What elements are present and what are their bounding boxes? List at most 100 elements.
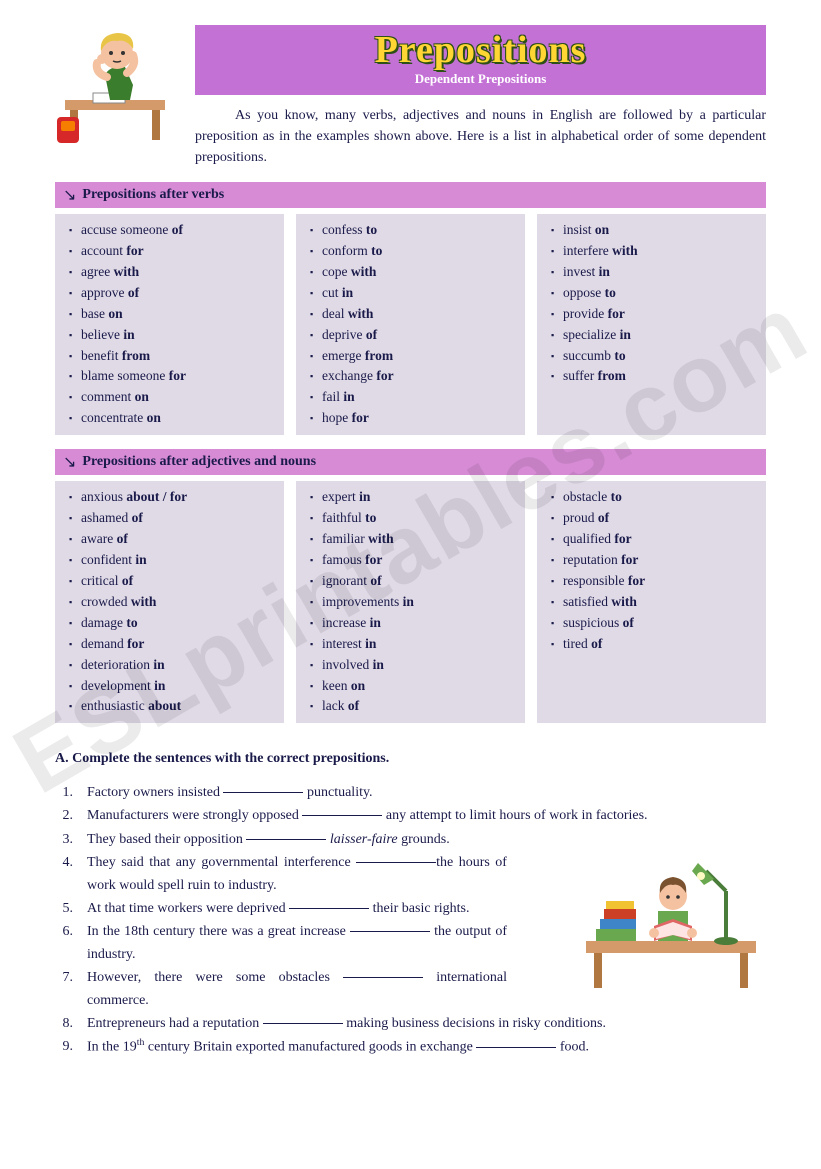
list-item: ▪provide for	[551, 304, 756, 325]
phrase: damage to	[81, 613, 138, 634]
list-item: ▪damage to	[69, 613, 274, 634]
bullet-icon: ▪	[69, 575, 81, 589]
phrase: aware of	[81, 529, 128, 550]
exercise-list: 1.Factory owners insisted punctuality.2.…	[55, 781, 766, 1059]
bullet-icon: ▪	[310, 533, 322, 547]
exercise-item: 9. In the 19th century Britain exported m…	[55, 1035, 766, 1059]
item-number: 9.	[55, 1035, 73, 1059]
list-item: ▪insist on	[551, 220, 756, 241]
bullet-icon: ▪	[310, 596, 322, 610]
phrase: familiar with	[322, 529, 394, 550]
phrase: proud of	[563, 508, 609, 529]
item-text: At that time workers were deprived their…	[87, 897, 507, 920]
list-item: ▪oppose to	[551, 283, 756, 304]
bullet-icon: ▪	[69, 554, 81, 568]
phrase: qualified for	[563, 529, 632, 550]
item-number: 4.	[55, 851, 73, 897]
exercise-item: 2.Manufacturers were strongly opposed an…	[55, 804, 766, 827]
phrase: interfere with	[563, 241, 638, 262]
item-number: 5.	[55, 897, 73, 920]
list-item: ▪believe in	[69, 325, 274, 346]
bullet-icon: ▪	[551, 329, 563, 343]
phrase: concentrate on	[81, 408, 161, 429]
list-item: ▪qualified for	[551, 529, 756, 550]
bullet-icon: ▪	[69, 596, 81, 610]
phrase: deterioration in	[81, 655, 165, 676]
phrase: enthusiastic about	[81, 696, 181, 717]
list-item: ▪faithful to	[310, 508, 515, 529]
list-item: ▪cut in	[310, 283, 515, 304]
phrase: succumb to	[563, 346, 626, 367]
intro-text: As you know, many verbs, adjectives and …	[195, 105, 766, 168]
bullet-icon: ▪	[551, 533, 563, 547]
list-item: ▪emerge from	[310, 346, 515, 367]
blank-field[interactable]	[246, 839, 326, 840]
list-item: ▪improvements in	[310, 592, 515, 613]
item-number: 7.	[55, 966, 73, 1012]
bullet-icon: ▪	[551, 224, 563, 238]
phrase: obstacle to	[563, 487, 622, 508]
list-item: ▪aware of	[69, 529, 274, 550]
blank-field[interactable]	[476, 1047, 556, 1048]
list-item: ▪expert in	[310, 487, 515, 508]
list-item: ▪enthusiastic about	[69, 696, 274, 717]
phrase: improvements in	[322, 592, 414, 613]
blank-field[interactable]	[302, 815, 382, 816]
column: ▪obstacle to▪proud of▪qualified for▪repu…	[537, 481, 766, 723]
phrase: deprive of	[322, 325, 377, 346]
phrase: specialize in	[563, 325, 631, 346]
list-item: ▪increase in	[310, 613, 515, 634]
item-text: Entrepreneurs had a reputation making bu…	[87, 1012, 766, 1035]
phrase: cut in	[322, 283, 353, 304]
phrase: accuse someone of	[81, 220, 183, 241]
blank-field[interactable]	[350, 931, 430, 932]
bullet-icon: ▪	[310, 700, 322, 714]
phrase: tired of	[563, 634, 602, 655]
blank-field[interactable]	[289, 908, 369, 909]
item-text: In the 19th century Britain exported man…	[87, 1035, 766, 1059]
bullet-icon: ▪	[69, 659, 81, 673]
list-item: ▪confident in	[69, 550, 274, 571]
blank-field[interactable]	[343, 977, 423, 978]
list-item: ▪critical of	[69, 571, 274, 592]
phrase: keen on	[322, 676, 365, 697]
phrase: crowded with	[81, 592, 156, 613]
phrase: suffer from	[563, 366, 626, 387]
blank-field[interactable]	[263, 1023, 343, 1024]
blank-field[interactable]	[356, 862, 436, 863]
item-text: Factory owners insisted punctuality.	[87, 781, 766, 804]
bullet-icon: ▪	[310, 350, 322, 364]
bullet-icon: ▪	[551, 491, 563, 505]
phrase: ashamed of	[81, 508, 143, 529]
list-item: ▪hope for	[310, 408, 515, 429]
list-item: ▪fail in	[310, 387, 515, 408]
phrase: cope with	[322, 262, 376, 283]
arrow-icon: ↘	[63, 452, 76, 472]
list-item: ▪obstacle to	[551, 487, 756, 508]
list-item: ▪deprive of	[310, 325, 515, 346]
phrase: confess to	[322, 220, 377, 241]
item-number: 2.	[55, 804, 73, 827]
list-item: ▪exchange for	[310, 366, 515, 387]
phrase: suspicious of	[563, 613, 634, 634]
item-number: 1.	[55, 781, 73, 804]
bullet-icon: ▪	[310, 617, 322, 631]
list-item: ▪cope with	[310, 262, 515, 283]
blank-field[interactable]	[223, 792, 303, 793]
phrase: believe in	[81, 325, 135, 346]
phrase: base on	[81, 304, 123, 325]
student-desk-illustration	[55, 25, 185, 145]
exercise-item: 1. Factory owners insisted punctuality.	[55, 781, 766, 804]
list-item: ▪anxious about / for	[69, 487, 274, 508]
bullet-icon: ▪	[551, 617, 563, 631]
bullet-icon: ▪	[310, 245, 322, 259]
list-item: ▪concentrate on	[69, 408, 274, 429]
list-item: ▪benefit from	[69, 346, 274, 367]
list-item: ▪deterioration in	[69, 655, 274, 676]
phrase: agree with	[81, 262, 139, 283]
bullet-icon: ▪	[69, 533, 81, 547]
bullet-icon: ▪	[310, 491, 322, 505]
bullet-icon: ▪	[551, 575, 563, 589]
phrase: comment on	[81, 387, 149, 408]
phrase: provide for	[563, 304, 625, 325]
